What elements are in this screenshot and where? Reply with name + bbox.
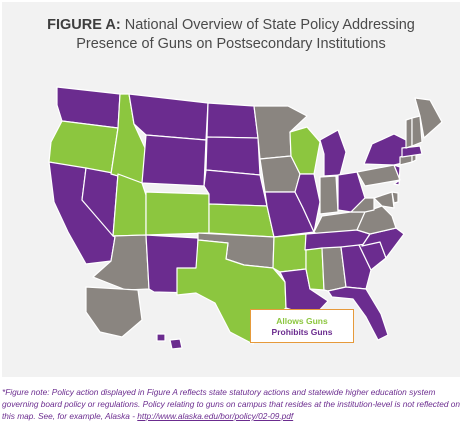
state-nd <box>206 102 259 139</box>
alaska-policy-link[interactable]: http://www.alaska.edu/bor/policy/02-09.p… <box>137 411 294 421</box>
state-pa <box>356 164 401 187</box>
state-ar <box>272 233 307 273</box>
state-ma <box>401 145 423 158</box>
state-nj <box>393 164 401 186</box>
legend-prohibits: Prohibits Guns <box>271 327 333 337</box>
state-nh <box>411 115 423 147</box>
figure-label: FIGURE A: <box>47 17 121 33</box>
state-hi <box>156 333 183 350</box>
figure-panel: FIGURE A: National Overview of State Pol… <box>2 2 460 377</box>
state-ne <box>203 169 268 207</box>
us-state-map <box>48 86 443 350</box>
figure-title-line2: Presence of Guns on Postsecondary Instit… <box>76 36 386 52</box>
figure-footnote: *Figure note: Policy action displayed in… <box>2 386 460 422</box>
state-vt <box>405 117 413 149</box>
state-mi <box>319 129 347 177</box>
state-ut <box>112 173 147 237</box>
legend-allows: Allows Guns <box>276 316 328 326</box>
state-md <box>373 191 395 209</box>
state-me <box>414 97 443 139</box>
state-de <box>391 191 399 204</box>
map-legend: Allows Guns Prohibits Guns <box>250 309 354 343</box>
state-in <box>319 175 339 215</box>
state-wy <box>141 134 207 187</box>
state-ak <box>85 286 143 338</box>
state-ks <box>208 203 275 238</box>
footnote-text: *Figure note: Policy action displayed in… <box>2 387 460 421</box>
state-fl <box>327 286 389 341</box>
state-wv <box>350 197 375 213</box>
state-ms <box>305 247 325 291</box>
figure-title-line1: National Overview of State Policy Addres… <box>124 17 415 33</box>
state-sd <box>205 136 261 176</box>
state-mt <box>128 93 209 141</box>
state-ga <box>340 244 372 290</box>
figure-title: FIGURE A: National Overview of State Pol… <box>2 16 460 54</box>
state-co <box>145 191 210 236</box>
